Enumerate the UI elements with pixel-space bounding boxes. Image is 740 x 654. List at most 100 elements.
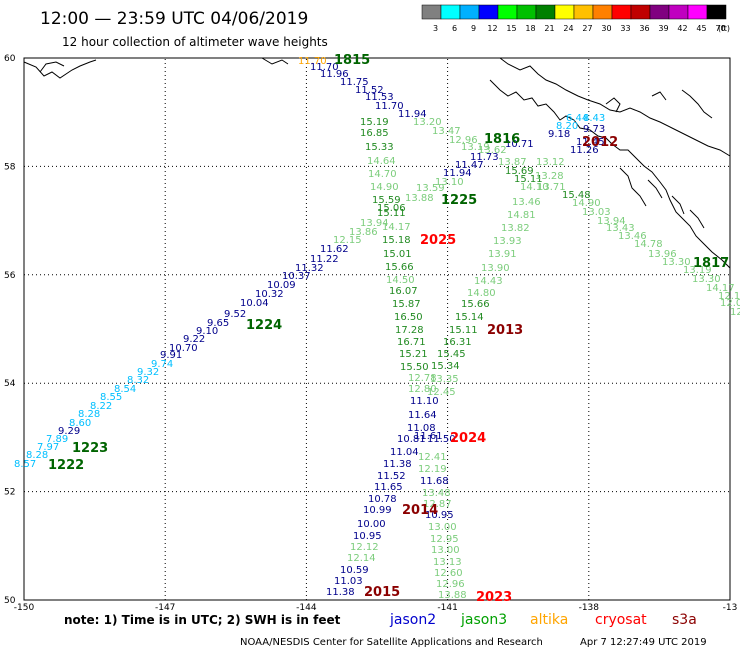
- wave-height-value: 11.94: [443, 168, 472, 179]
- color-scale-box: [649, 4, 670, 20]
- wave-height-value: 13.88: [405, 193, 434, 204]
- wave-height-value: 10.09: [267, 280, 296, 291]
- wave-height-value: 11.65: [374, 482, 403, 493]
- lon-tick-label: -144: [296, 603, 317, 613]
- wave-height-value: 12.80: [408, 384, 437, 395]
- wave-height-value: 6.44: [566, 113, 588, 124]
- legend-s3a: s3a: [672, 612, 697, 628]
- lon-tick-label: -13: [723, 603, 738, 613]
- color-scale-label: 39: [658, 24, 668, 33]
- wave-height-value: 13.47: [432, 126, 461, 137]
- wave-height-value: 13.87: [498, 157, 527, 168]
- wave-height-value: 12.17: [718, 291, 740, 302]
- wave-height-value: 13.03: [582, 207, 611, 218]
- wave-height-value: 8.43: [583, 113, 605, 124]
- color-scale-label: 42: [677, 24, 687, 33]
- color-scale-box: [554, 4, 575, 20]
- wave-height-value: 15.11: [377, 208, 406, 219]
- wave-height-value: 13.82: [501, 223, 530, 234]
- wave-height-value: 14.50: [386, 275, 415, 286]
- wave-height-value: 12.45: [427, 387, 456, 398]
- map-title: 12:00 — 23:59 UTC 04/06/2019: [40, 9, 308, 29]
- footnote: note: 1) Time is in UTC; 2) SWH is in fe…: [64, 613, 341, 627]
- pass-time-label: 1815: [334, 53, 370, 68]
- wave-height-value: 13.10: [435, 177, 464, 188]
- wave-height-value: 15.48: [562, 190, 591, 201]
- wave-height-value: 12.41: [418, 452, 447, 463]
- color-scale-label: 30: [601, 24, 611, 33]
- pass-time-label: 2023: [476, 590, 512, 605]
- wave-height-value: 11.32: [295, 263, 324, 274]
- wave-height-value: 11.73: [470, 152, 499, 163]
- coastline-alaska: [23, 57, 731, 269]
- wave-height-value: 15.33: [365, 142, 394, 153]
- wave-height-value: 16.50: [394, 312, 423, 323]
- wave-height-value: 15.66: [461, 299, 490, 310]
- wave-height-value: 12.96: [436, 579, 465, 590]
- map-subtitle: 12 hour collection of altimeter wave hei…: [62, 35, 328, 49]
- wave-height-value: 15.45: [437, 349, 466, 360]
- wave-height-value: 12.14: [347, 553, 376, 564]
- wave-height-value: 15.21: [399, 349, 428, 360]
- wave-height-value: 14.80: [467, 288, 496, 299]
- wave-height-value: 11.62: [320, 244, 349, 255]
- wave-height-value: 11.53: [365, 92, 394, 103]
- lat-tick-label: 54: [4, 379, 16, 389]
- wave-height-value: 13.91: [488, 249, 517, 260]
- color-scale-label: 12: [487, 24, 497, 33]
- color-scale-label: 33: [620, 24, 630, 33]
- wave-height-value: 15.19: [360, 117, 389, 128]
- wave-height-value: 11.50: [427, 434, 456, 445]
- wave-height-value: 10.70: [169, 343, 198, 354]
- color-scale-label: 70: [715, 24, 725, 33]
- wave-height-value: 13.13: [433, 557, 462, 568]
- wave-height-value: 9.73: [583, 124, 605, 135]
- wave-height-value: 13.86: [349, 227, 378, 238]
- color-scale-label: 18: [525, 24, 535, 33]
- wave-height-value: 17.28: [395, 325, 424, 336]
- color-scale-label: 45: [696, 24, 706, 33]
- generated-timestamp: Apr 7 12:27:49 UTC 2019: [580, 637, 707, 648]
- pass-time-label: 2025: [420, 233, 456, 248]
- lat-tick-label: 50: [4, 596, 16, 606]
- wave-height-value: 13.30: [692, 274, 721, 285]
- wave-height-value: 9.18: [548, 129, 570, 140]
- wave-height-value: 9.32: [137, 367, 159, 378]
- wave-height-value: 15.69: [505, 166, 534, 177]
- wave-height-value: 13.46: [512, 197, 541, 208]
- wave-height-value: 12.87: [423, 499, 452, 510]
- wave-height-value: 10.04: [240, 298, 269, 309]
- wave-height-value: 8.55: [100, 392, 122, 403]
- wave-height-value: 16.85: [360, 128, 389, 139]
- wave-height-value: 10.59: [340, 565, 369, 576]
- wave-height-value: 12.78: [408, 373, 437, 384]
- wave-height-value: 13.59: [416, 183, 445, 194]
- wave-height-value: 11.70: [298, 56, 327, 67]
- wave-height-value: 14.43: [474, 276, 503, 287]
- wave-height-value: 9.91: [160, 350, 182, 361]
- color-scale-box: [573, 4, 594, 20]
- color-scale-box: [497, 4, 518, 20]
- wave-height-value: 13.46: [618, 231, 647, 242]
- legend-jason3: jason3: [460, 612, 507, 628]
- wave-height-value: 11.94: [398, 109, 427, 120]
- wave-height-value: 14.81: [507, 210, 536, 221]
- wave-height-value: 13.28: [535, 171, 564, 182]
- wave-height-value: 15.59: [372, 195, 401, 206]
- wave-height-value: 13.96: [648, 249, 677, 260]
- wave-height-value: 11.38: [326, 587, 355, 598]
- wave-height-value: 13.90: [481, 263, 510, 274]
- wave-height-value: 13.35: [430, 374, 459, 385]
- pass-time-label: 1816: [484, 132, 520, 147]
- pass-time-label: 1224: [246, 318, 282, 333]
- wave-height-value: 11.75: [340, 77, 369, 88]
- pass-time-label: 2014: [402, 503, 438, 518]
- wave-height-value: 12.12: [350, 542, 379, 553]
- wave-height-value: 11.45: [576, 137, 605, 148]
- wave-height-value: 11.64: [408, 410, 437, 421]
- wave-height-value: 7.97: [37, 442, 59, 453]
- legend-jason2: jason2: [389, 612, 436, 628]
- lon-tick-label: -138: [579, 603, 600, 613]
- lat-tick-label: 58: [4, 162, 16, 172]
